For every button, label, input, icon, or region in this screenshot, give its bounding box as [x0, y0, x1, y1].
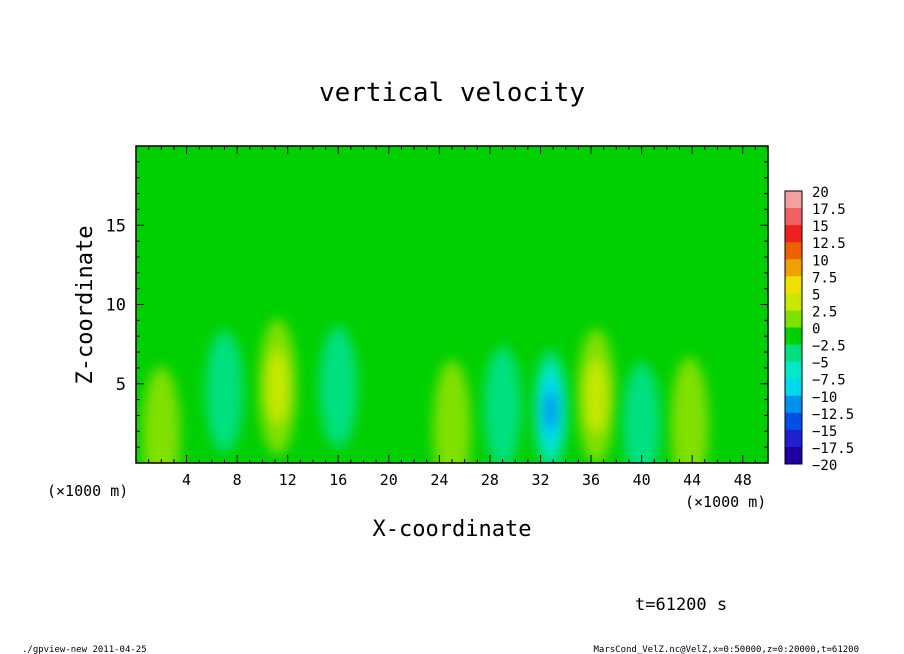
- contour-level: [266, 349, 289, 424]
- colorbar-label: −15: [812, 424, 837, 440]
- contour-level: [205, 330, 244, 453]
- chart-title: vertical velocity: [319, 78, 585, 108]
- footer-left: ./gpview-new 2011-04-25: [22, 645, 147, 654]
- colorbar-band: [785, 293, 802, 311]
- x-tick-label: 28: [481, 471, 499, 489]
- colorbar-label: 17.5: [812, 202, 846, 218]
- colorbar-label: 10: [812, 253, 829, 269]
- colorbar-band: [785, 276, 802, 294]
- y-ticks: 5 10 15: [106, 161, 768, 448]
- updraft-4: [142, 366, 181, 463]
- x-tick-label: 24: [430, 471, 448, 489]
- colorbar-band: [785, 259, 802, 277]
- colorbar-band: [785, 208, 802, 226]
- y-tick-label: 10: [106, 296, 126, 316]
- contour-level: [585, 359, 608, 434]
- colorbar-label: 0: [812, 322, 820, 338]
- colorbar-label: −20: [812, 458, 837, 474]
- colorbar-band: [785, 310, 802, 328]
- colorbar-label: −10: [812, 390, 837, 406]
- colorbar-label: −17.5: [812, 441, 854, 457]
- x-unit-right: (×1000 m): [685, 493, 766, 511]
- downdraft-7: [622, 362, 661, 463]
- y-tick-label: 15: [106, 216, 126, 236]
- colorbar-band: [785, 344, 802, 363]
- contour-level: [622, 362, 661, 463]
- colorbar-label: 2.5: [812, 304, 837, 320]
- colorbar-label: 20: [812, 185, 829, 201]
- updraft-0: [258, 318, 297, 455]
- x-tick-label: 12: [279, 471, 297, 489]
- downdraft-5: [533, 349, 568, 463]
- contour-level: [544, 390, 558, 431]
- colorbar-label: −12.5: [812, 407, 854, 423]
- colorbar-band: [785, 191, 802, 209]
- x-ticks: 4 8 12 16 20 24 28 32 36 40 44 48: [148, 146, 756, 489]
- colorbar-band: [785, 327, 802, 346]
- x-tick-label: 44: [683, 471, 701, 489]
- time-label: t=61200 s: [635, 595, 727, 615]
- colorbar-band: [785, 446, 802, 465]
- x-tick-label: 40: [633, 471, 651, 489]
- colorbar-band: [785, 378, 802, 397]
- x-tick-label: 20: [380, 471, 398, 489]
- downdraft-9: [483, 346, 522, 463]
- colorbar-label: 5: [812, 287, 820, 303]
- x-axis-label: X-coordinate: [373, 517, 532, 542]
- colorbar-label: −7.5: [812, 373, 846, 389]
- colorbar-band: [785, 242, 802, 260]
- contour-level: [319, 325, 358, 448]
- colorbar-band: [785, 225, 802, 243]
- y-axis-label: Z-coordinate: [73, 226, 98, 385]
- colorbar-label: 12.5: [812, 236, 846, 252]
- colorbar-band: [785, 412, 802, 431]
- contour-level: [483, 346, 522, 463]
- colorbar-band: [785, 361, 802, 380]
- colorbar-band: [785, 429, 802, 448]
- field-features: [142, 318, 709, 463]
- x-tick-label: 48: [734, 471, 752, 489]
- downdraft-6: [205, 330, 244, 453]
- x-tick-label: 16: [329, 471, 347, 489]
- x-tick-label: 8: [233, 471, 242, 489]
- colorbar-frame: [784, 190, 803, 465]
- x-tick-label: 36: [582, 471, 600, 489]
- x-tick-label: 32: [531, 471, 549, 489]
- downdraft-8: [319, 325, 358, 448]
- colorbar-label: 15: [812, 219, 829, 235]
- x-tick-label: 4: [182, 471, 191, 489]
- colorbar-band: [785, 395, 802, 414]
- x-unit-left: (×1000 m): [47, 482, 128, 500]
- footer-right: MarsCond_VelZ.nc@VelZ,x=0:50000,z=0:2000…: [593, 645, 859, 654]
- updraft-2: [670, 356, 709, 463]
- contour-level: [142, 366, 181, 463]
- contour-level: [670, 356, 709, 463]
- colorbar-label: 7.5: [812, 270, 837, 286]
- updraft-1: [577, 328, 616, 463]
- updraft-3: [433, 360, 471, 463]
- colorbar-label: −2.5: [812, 339, 846, 355]
- y-tick-label: 5: [116, 375, 126, 395]
- contour-level: [433, 360, 471, 463]
- colorbar-label: −5: [812, 356, 829, 372]
